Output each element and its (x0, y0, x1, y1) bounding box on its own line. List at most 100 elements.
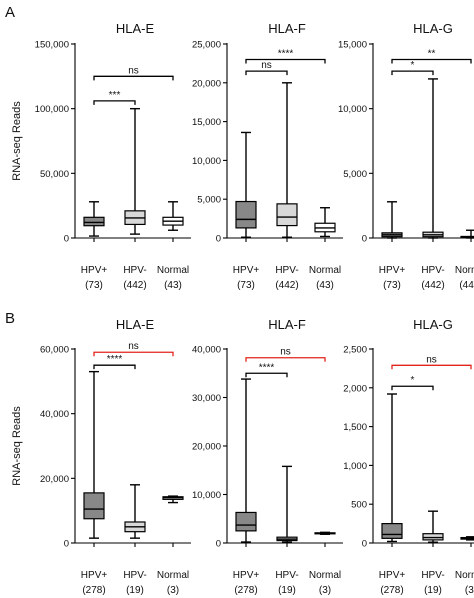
y-tick-label: 10,000 (192, 490, 221, 501)
box-hpv (381, 393, 403, 543)
bracket-line (245, 58, 326, 64)
x-category-label: HPV- (275, 570, 298, 581)
significance-label: * (411, 375, 415, 386)
x-category-count: (43) (316, 280, 334, 291)
significance-label: ns (280, 347, 291, 358)
significance-label: **** (107, 354, 123, 365)
bracket-line (391, 58, 472, 64)
bracket-line (245, 372, 288, 378)
box-hpv (422, 510, 444, 543)
x-category-label: HPV- (123, 265, 146, 276)
panel-title: HLA-G (413, 21, 453, 36)
panel-a-hla-e: HLA-E RNA-seq Reads 0 50,000 100,000 150,000 H… (11, 21, 191, 291)
bracket-line (93, 351, 174, 357)
bracket-line (391, 385, 434, 391)
x-category-count: (278) (380, 585, 403, 596)
bracket-line (391, 364, 472, 370)
y-tick-label: 25,000 (192, 40, 221, 51)
box-hpv (276, 465, 298, 543)
bracket-line (93, 364, 136, 370)
box-iqr (422, 533, 444, 541)
significance-label: ns (426, 354, 437, 365)
panel-a-hla-g: HLA-G 0 5,000 10,000 15,000 HPV+ (73) HPV- (442)… (338, 21, 474, 291)
significance-label: **** (278, 49, 294, 60)
y-tick-label: 5,000 (343, 169, 367, 180)
box-hpv (124, 484, 146, 539)
x-category-label: HPV+ (81, 570, 108, 581)
y-axis-label: RNA-seq Reads (11, 406, 23, 486)
significance-bracket: ns (245, 347, 326, 362)
bracket-line (93, 100, 136, 105)
box-normal (162, 495, 184, 504)
x-category-label: HPV+ (233, 265, 260, 276)
box-hpv (276, 82, 298, 238)
x-category-count: (442) (123, 280, 146, 291)
y-tick-label: 30,000 (192, 393, 221, 404)
significance-label: ns (128, 341, 139, 352)
x-category-count: (442) (421, 280, 444, 291)
box-normal (162, 201, 184, 231)
bracket-line (245, 357, 326, 362)
x-category-label: HPV- (421, 570, 444, 581)
significance-bracket: ns (93, 65, 174, 81)
y-tick-label: 0 (216, 539, 221, 550)
box-normal (314, 207, 336, 238)
x-category-count: (73) (383, 280, 401, 291)
box-normal (314, 531, 336, 535)
significance-label: * (411, 60, 415, 71)
x-category-label: HPV- (275, 265, 298, 276)
panel-title: HLA-E (116, 21, 155, 36)
significance-bracket: ns (245, 60, 288, 76)
panel-b-hla-f: HLA-F 0 10,000 20,000 30,000 40,000 HPV+ (278) H… (192, 317, 343, 596)
panel-b-hla-g: HLA-G 0 500 1,000 1,500 2,000 2,500 HPV+ (278) HP… (343, 317, 474, 596)
significance-bracket: ns (391, 354, 472, 370)
significance-bracket: **** (245, 362, 288, 378)
box-hpv (381, 201, 403, 239)
x-category-count: (442) (275, 280, 298, 291)
box-hpv (83, 370, 105, 539)
bracket-line (245, 70, 288, 76)
box-iqr (83, 492, 105, 520)
panel-b-hla-e: HLA-E RNA-seq Reads 0 20,000 40,000 60,000 HPV… (11, 317, 191, 596)
significance-label: ns (261, 60, 272, 71)
significance-bracket: **** (93, 354, 136, 370)
y-tick-label: 10,000 (338, 104, 367, 115)
y-tick-label: 20,000 (192, 442, 221, 453)
box-normal (460, 229, 474, 239)
y-tick-label: 15,000 (192, 117, 221, 128)
x-category-count: (3) (319, 585, 331, 596)
x-category-label: Normal (455, 265, 474, 276)
x-category-label: HPV+ (233, 570, 260, 581)
panel-letter: B (5, 310, 15, 327)
figure-row-b: B HLA-E RNA-seq Reads 0 20,000 40,000 60,000 HP… (5, 310, 474, 596)
box-iqr (235, 511, 257, 532)
box-iqr (276, 203, 298, 227)
significance-bracket: ns (93, 341, 174, 357)
x-category-label: Normal (309, 265, 341, 276)
box-iqr (83, 216, 105, 227)
bracket-line (391, 70, 434, 76)
box-hpv (422, 78, 444, 239)
panel-letter: A (5, 4, 15, 21)
significance-label: ns (128, 65, 139, 76)
x-category-label: Normal (157, 570, 189, 581)
x-category-count: (43) (164, 280, 182, 291)
y-tick-label: 0 (64, 234, 69, 245)
x-category-count: (3) (465, 585, 474, 596)
y-tick-label: 100,000 (35, 104, 69, 115)
significance-bracket: ** (391, 49, 472, 64)
y-tick-label: 60,000 (40, 345, 69, 356)
significance-label: **** (259, 362, 275, 373)
y-tick-label: 0 (362, 234, 367, 245)
box-hpv (83, 201, 105, 237)
y-tick-label: 0 (362, 539, 367, 550)
y-tick-label: 500 (351, 500, 367, 511)
x-category-label: HPV+ (379, 570, 406, 581)
y-tick-label: 2,500 (343, 345, 367, 356)
x-category-count: (19) (424, 585, 442, 596)
box-normal (460, 536, 474, 541)
panel-title: HLA-F (268, 317, 306, 332)
y-tick-label: 150,000 (35, 40, 69, 51)
x-category-count: (73) (237, 280, 255, 291)
